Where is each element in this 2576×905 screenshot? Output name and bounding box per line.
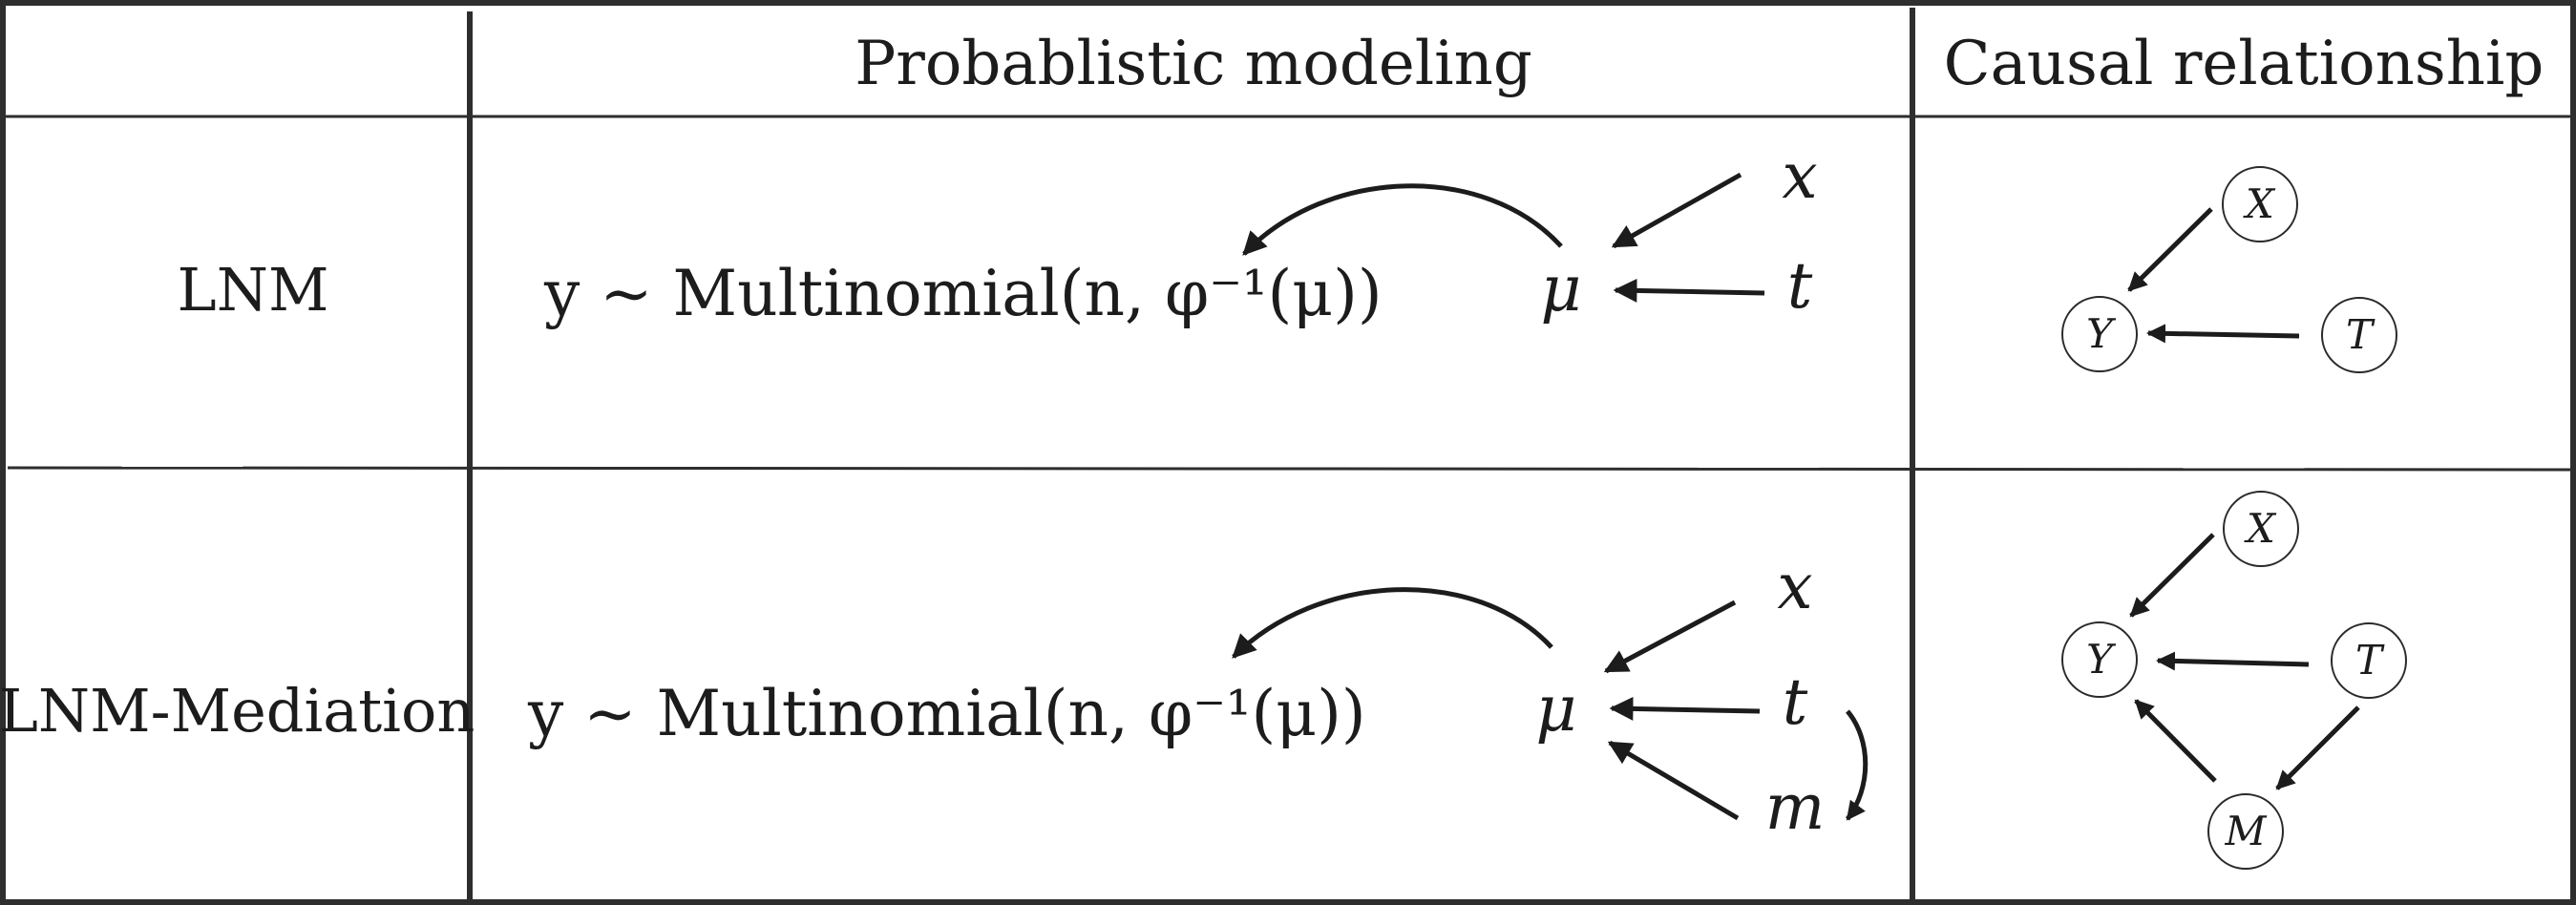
t-to-m-arrow-lnm-mediation — [1845, 709, 1869, 821]
x-to-mu-arrow-lnm-mediation — [1603, 600, 1737, 674]
m-to-y-edge-lnm-mediation — [2134, 699, 2217, 783]
node-y-label-lnm-mediation: Y — [2086, 636, 2117, 683]
row-divider — [7, 466, 2574, 472]
node-t-label-lnm-mediation: T — [2355, 637, 2385, 684]
input-t-lnm: t — [1787, 249, 1813, 323]
node-t-lnm — [2321, 297, 2397, 373]
mu-symbol-lnm: μ — [1541, 252, 1582, 326]
t-to-y-edge-lnm — [2146, 324, 2300, 344]
node-m-label-lnm-mediation: M — [2224, 808, 2267, 854]
mu-to-equation-arrow-lnm — [1242, 183, 1563, 256]
row-label-lnm: LNM — [178, 255, 329, 325]
node-x-lnm — [2222, 166, 2298, 242]
input-t-lnm-mediation: t — [1783, 665, 1808, 739]
node-y-lnm-mediation — [2061, 621, 2138, 698]
equation-lnm: y ∼ Multinomial(n, φ⁻¹(μ)) — [543, 257, 1383, 330]
mu-symbol-lnm-mediation: μ — [1536, 672, 1577, 746]
node-x-label-lnm-mediation: X — [2244, 505, 2277, 552]
t-to-mu-arrow-lnm — [1613, 278, 1765, 303]
node-y-label-lnm: Y — [2086, 310, 2117, 357]
node-m-lnm-mediation — [2207, 793, 2284, 870]
t-to-m-edge-lnm-mediation — [2275, 705, 2360, 790]
row-label-lnm-mediation: LNM-Mediation — [0, 676, 475, 746]
input-m-lnm-mediation: m — [1765, 770, 1826, 844]
t-to-y-edge-lnm-mediation — [2156, 651, 2310, 671]
node-x-label-lnm: X — [2243, 180, 2276, 227]
header-modeling: Probablistic modeling — [855, 29, 1532, 99]
node-t-label-lnm: T — [2346, 311, 2375, 358]
equation-lnm-mediation: y ∼ Multinomial(n, φ⁻¹(μ)) — [527, 677, 1366, 750]
m-to-mu-arrow-lnm-mediation — [1607, 740, 1740, 821]
x-to-mu-arrow-lnm — [1611, 172, 1742, 249]
input-x-lnm-mediation: x — [1777, 550, 1812, 623]
t-to-mu-arrow-lnm-mediation — [1609, 696, 1761, 721]
node-t-lnm-mediation — [2331, 622, 2407, 699]
mu-to-equation-arrow-lnm-mediation — [1232, 587, 1553, 659]
x-to-y-edge-lnm — [2127, 207, 2213, 292]
node-x-lnm-mediation — [2223, 491, 2299, 567]
x-to-y-edge-lnm-mediation — [2129, 533, 2215, 618]
node-y-lnm — [2061, 296, 2138, 372]
input-x-lnm: x — [1782, 139, 1817, 213]
header-causal: Causal relationship — [1944, 29, 2544, 99]
